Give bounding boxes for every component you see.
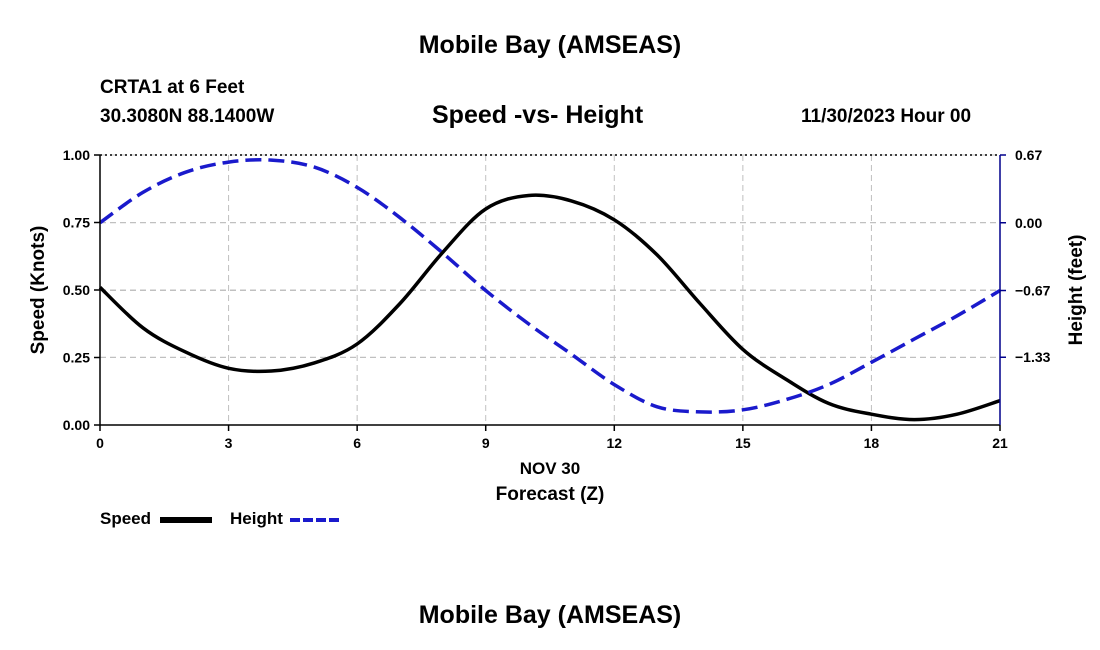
y-right-tick-label: −0.67	[1015, 283, 1051, 299]
legend-speed-label: Speed	[100, 509, 152, 528]
y-right-tick-label: −1.33	[1015, 349, 1051, 365]
series-line-height	[98, 158, 1001, 414]
y-left-tick-label: 0.00	[63, 417, 90, 433]
series-lines	[98, 158, 1001, 422]
y-right-tick-label: 0.00	[1015, 215, 1042, 231]
y-axis-right-label: Height (feet)	[1066, 235, 1087, 346]
chart-title: Speed -vs- Height	[432, 101, 644, 129]
x-tick-label: 9	[482, 435, 490, 451]
tick-marks: 0 3 6 9 12 15 18 21 0.00 0.25 0.50 0.75 1.00 0.67 0.00…	[63, 147, 1051, 451]
legend-height-swatch	[290, 518, 342, 522]
y-axis-left-label: Speed (Knots)	[28, 226, 49, 355]
x-tick-label: 15	[735, 435, 751, 451]
x-tick-label: 6	[353, 435, 361, 451]
y-left-tick-label: 0.25	[63, 350, 90, 366]
y-left-tick-label: 0.50	[63, 282, 90, 298]
legend-height-label: Height	[230, 509, 283, 528]
bottom-title: Mobile Bay (AMSEAS)	[418, 601, 682, 629]
top-title: Mobile Bay (AMSEAS)	[418, 31, 682, 59]
series-line-speed	[98, 193, 1001, 422]
datetime-label: 11/30/2023 Hour 00	[801, 106, 972, 127]
y-left-tick-label: 1.00	[63, 147, 90, 163]
x-tick-label: 18	[864, 435, 880, 451]
coordinates-label: 30.3080N 88.1400W	[100, 106, 275, 127]
y-left-tick-label: 0.75	[63, 215, 90, 231]
x-tick-label: 21	[992, 435, 1008, 451]
station-label: CRTA1 at 6 Feet	[100, 77, 245, 98]
x-axis-label: Forecast (Z)	[496, 484, 605, 505]
x-tick-label: 3	[225, 435, 233, 451]
x-tick-label: 12	[606, 435, 622, 451]
y-right-tick-label: 0.67	[1015, 147, 1042, 163]
x-axis-date-label: NOV 30	[520, 459, 580, 478]
x-tick-label: 0	[96, 435, 104, 451]
legend-speed-swatch	[160, 517, 212, 523]
